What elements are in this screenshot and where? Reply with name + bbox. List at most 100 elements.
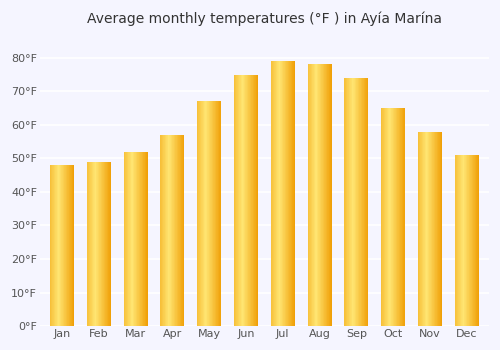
Bar [248,75,249,326]
Bar [359,78,360,326]
Bar [367,78,368,326]
Bar [103,162,104,326]
Bar [471,155,472,326]
Bar [125,152,126,326]
Bar [358,78,359,326]
Bar [393,108,394,326]
Bar [283,61,284,326]
Bar [179,135,180,326]
Bar [357,78,358,326]
Bar [254,75,255,326]
Bar [67,165,68,326]
Bar [237,75,238,326]
Bar [363,78,364,326]
Bar [210,102,211,326]
Bar [247,75,248,326]
Bar [285,61,286,326]
Bar [92,162,93,326]
Bar [205,102,206,326]
Bar [272,61,274,326]
Bar [473,155,474,326]
Bar [160,135,161,326]
Bar [294,61,295,326]
Bar [273,61,274,326]
Bar [312,64,313,326]
Bar [349,78,350,326]
Bar [351,78,352,326]
Bar [202,102,203,326]
Bar [180,135,181,326]
Bar [139,152,140,326]
Bar [251,75,252,326]
Bar [235,75,236,326]
Bar [63,165,64,326]
Bar [389,108,390,326]
Bar [455,155,456,326]
Bar [245,75,246,326]
Bar [170,135,171,326]
Bar [110,162,111,326]
Bar [275,61,276,326]
Bar [435,132,436,326]
Bar [276,61,277,326]
Bar [57,165,58,326]
Bar [147,152,148,326]
Bar [203,102,204,326]
Bar [209,102,210,326]
Bar [291,61,292,326]
Bar [199,102,200,326]
Bar [177,135,178,326]
Bar [250,75,251,326]
Bar [137,152,138,326]
Bar [206,102,207,326]
Bar [165,135,166,326]
Bar [430,132,431,326]
Bar [469,155,470,326]
Bar [238,75,239,326]
Bar [311,64,312,326]
Bar [142,152,143,326]
Bar [94,162,95,326]
Bar [100,162,101,326]
Bar [288,61,289,326]
Bar [439,132,440,326]
Bar [441,132,442,326]
Bar [211,102,212,326]
Bar [318,64,319,326]
Bar [257,75,258,326]
Bar [463,155,464,326]
Bar [468,155,469,326]
Bar [429,132,430,326]
Bar [352,78,353,326]
Bar [350,78,351,326]
Bar [309,64,310,326]
Bar [354,78,355,326]
Bar [136,152,137,326]
Bar [290,61,291,326]
Bar [293,61,294,326]
Bar [384,108,385,326]
Bar [97,162,98,326]
Bar [56,165,57,326]
Bar [478,155,479,326]
Bar [207,102,208,326]
Bar [208,102,209,326]
Bar [287,61,288,326]
Bar [477,155,478,326]
Bar [316,64,317,326]
Bar [146,152,147,326]
Bar [68,165,69,326]
Bar [182,135,183,326]
Bar [424,132,426,326]
Bar [401,108,402,326]
Bar [128,152,129,326]
Bar [93,162,94,326]
Bar [361,78,362,326]
Bar [319,64,320,326]
Bar [402,108,403,326]
Bar [176,135,177,326]
Bar [174,135,175,326]
Bar [54,165,55,326]
Bar [256,75,257,326]
Bar [173,135,174,326]
